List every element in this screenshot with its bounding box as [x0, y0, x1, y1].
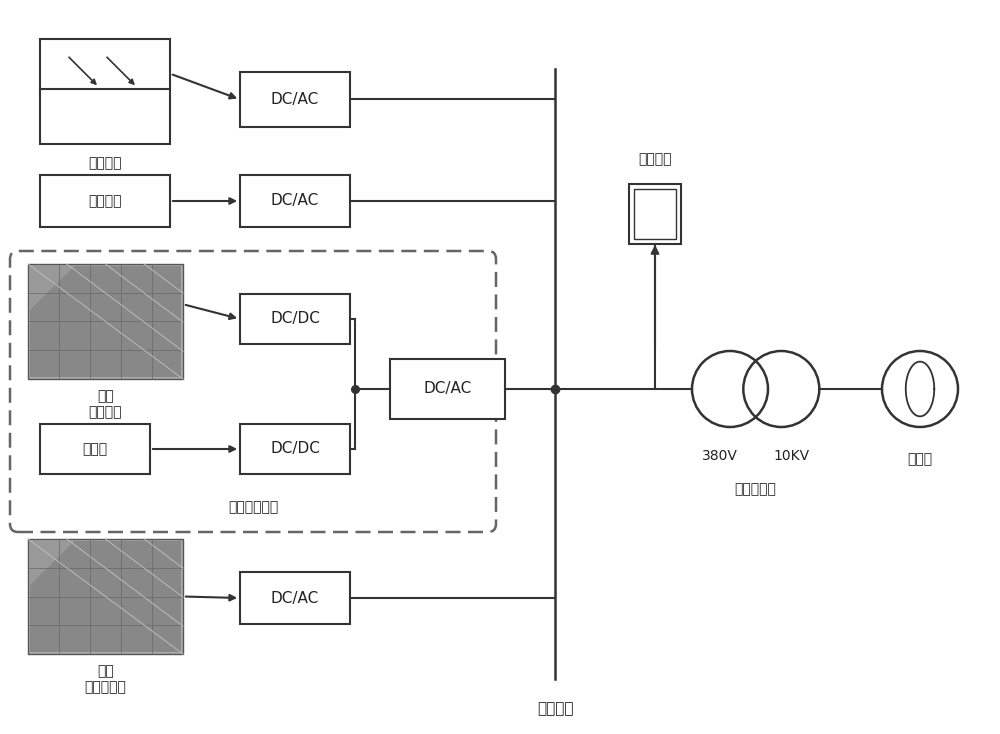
Bar — [28, 539, 183, 654]
Text: 台区变压器: 台区变压器 — [735, 482, 777, 496]
Bar — [30, 541, 181, 652]
Bar — [40, 424, 150, 474]
Text: 蓄电池: 蓄电池 — [82, 442, 108, 456]
Bar — [28, 264, 183, 379]
Bar — [390, 359, 505, 419]
Text: DC/DC: DC/DC — [270, 311, 320, 327]
Bar — [634, 189, 676, 239]
Bar — [40, 39, 170, 144]
Text: 户用光储装置: 户用光储装置 — [228, 500, 278, 514]
Text: 大电网: 大电网 — [907, 452, 933, 466]
Bar — [629, 184, 681, 244]
Text: 储能装置: 储能装置 — [88, 194, 122, 208]
Text: 户用
不可控光伏: 户用 不可控光伏 — [85, 664, 126, 694]
Text: 380V: 380V — [702, 449, 738, 463]
Bar — [240, 72, 350, 127]
Text: 10KV: 10KV — [773, 449, 809, 463]
Text: DC/AC: DC/AC — [271, 92, 319, 107]
Bar — [30, 266, 181, 377]
Text: 户用
光伏组件: 户用 光伏组件 — [89, 389, 122, 419]
Text: 光伏电站: 光伏电站 — [88, 156, 122, 170]
Text: DC/AC: DC/AC — [271, 590, 319, 606]
Text: DC/AC: DC/AC — [271, 194, 319, 208]
Bar — [240, 424, 350, 474]
Text: 低压每线: 低压每线 — [537, 701, 573, 716]
Polygon shape — [30, 266, 74, 310]
Bar — [40, 175, 170, 227]
Bar — [240, 294, 350, 344]
Polygon shape — [30, 541, 74, 585]
Text: DC/AC: DC/AC — [423, 382, 472, 396]
Text: DC/DC: DC/DC — [270, 441, 320, 457]
Bar — [240, 175, 350, 227]
Text: 测控装置: 测控装置 — [638, 152, 672, 166]
Bar — [240, 572, 350, 624]
